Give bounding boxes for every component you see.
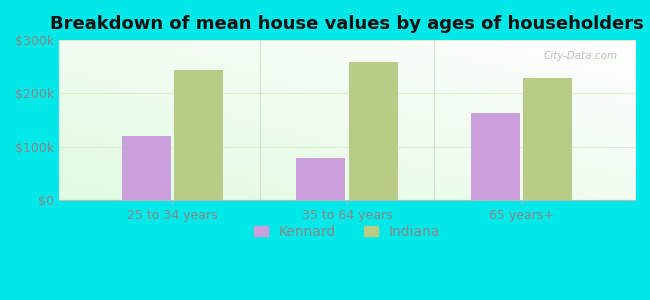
Bar bbox=[523, 79, 572, 200]
Text: City-Data.com: City-Data.com bbox=[543, 51, 618, 61]
Bar bbox=[174, 70, 223, 200]
Title: Breakdown of mean house values by ages of householders: Breakdown of mean house values by ages o… bbox=[50, 15, 644, 33]
Bar bbox=[471, 113, 520, 200]
Bar bbox=[349, 62, 398, 200]
Legend: Kennard, Indiana: Kennard, Indiana bbox=[248, 219, 446, 244]
Bar bbox=[296, 158, 345, 200]
Bar bbox=[122, 136, 171, 200]
